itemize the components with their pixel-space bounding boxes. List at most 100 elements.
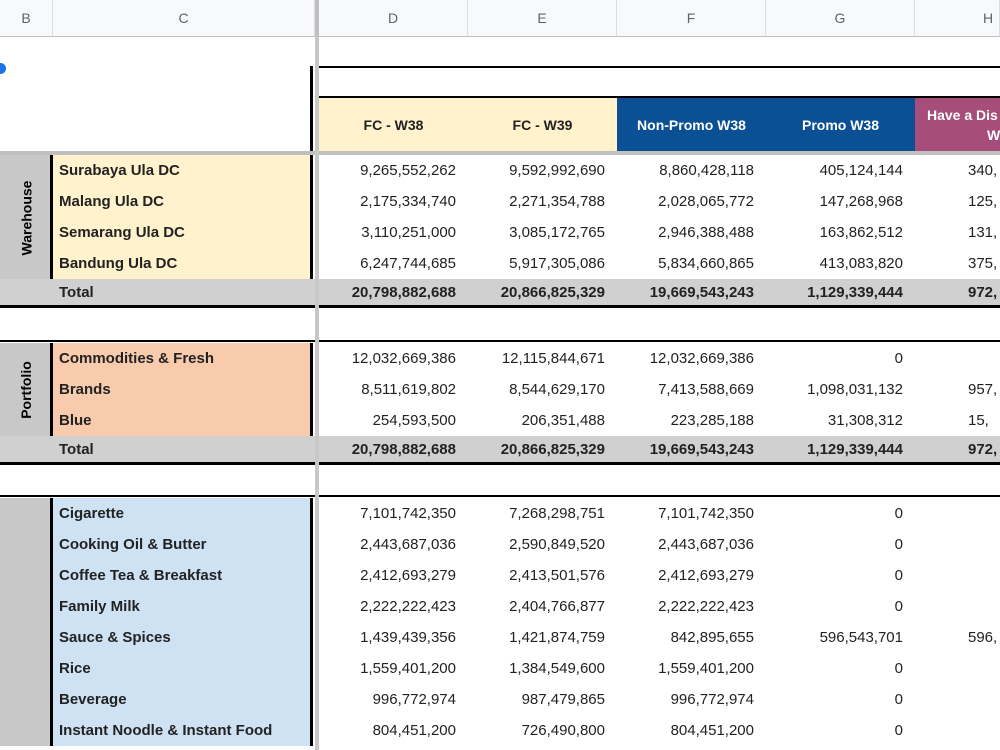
categories-cell-h[interactable] xyxy=(915,498,1000,529)
portfolio-total-e[interactable]: 20,866,825,329 xyxy=(500,441,605,458)
categories-cell-e[interactable]: 7,268,298,751 xyxy=(509,505,605,522)
categories-cell-f[interactable]: 7,101,742,350 xyxy=(658,505,754,522)
categories-cell-g[interactable]: 596,543,701 xyxy=(819,629,903,646)
warehouse-total-e[interactable]: 20,866,825,329 xyxy=(500,284,605,301)
categories-cell-g[interactable]: 0 xyxy=(894,691,903,708)
categories-row-label[interactable]: Rice xyxy=(59,660,91,677)
categories-cell-g[interactable]: 0 xyxy=(894,598,903,615)
column-header-e[interactable]: E xyxy=(468,0,617,37)
portfolio-cell-g[interactable]: 1,098,031,132 xyxy=(807,381,903,398)
categories-cell-g[interactable]: 0 xyxy=(894,722,903,739)
categories-cell-h[interactable] xyxy=(915,653,1000,684)
portfolio-cell-d[interactable]: 254,593,500 xyxy=(372,412,456,429)
column-header-d[interactable]: D xyxy=(319,0,468,37)
categories-cell-e[interactable]: 1,384,549,600 xyxy=(509,660,605,677)
categories-cell-d[interactable]: 7,101,742,350 xyxy=(360,505,456,522)
portfolio-row-label[interactable]: Brands xyxy=(59,381,111,398)
categories-cell-f[interactable]: 842,895,655 xyxy=(670,629,754,646)
categories-cell-h[interactable] xyxy=(915,684,1000,715)
header-non-promo-w38[interactable]: Non-Promo W38 xyxy=(617,98,766,151)
portfolio-cell-f[interactable]: 223,285,188 xyxy=(670,412,754,429)
header-promo-w38[interactable]: Promo W38 xyxy=(766,98,915,151)
portfolio-total-label[interactable]: Total xyxy=(59,441,94,458)
warehouse-cell-h[interactable]: 375, xyxy=(968,255,998,272)
warehouse-total-g[interactable]: 1,129,339,444 xyxy=(807,284,903,301)
portfolio-cell-e[interactable]: 8,544,629,170 xyxy=(509,381,605,398)
portfolio-row-label[interactable]: Blue xyxy=(59,412,92,429)
categories-cell-d[interactable]: 2,412,693,279 xyxy=(360,567,456,584)
categories-cell-g[interactable]: 0 xyxy=(894,505,903,522)
warehouse-cell-d[interactable]: 2,175,334,740 xyxy=(360,193,456,210)
warehouse-cell-d[interactable]: 3,110,251,000 xyxy=(361,224,456,241)
portfolio-row-label[interactable]: Commodities & Fresh xyxy=(59,350,215,367)
warehouse-cell-h[interactable]: 125, xyxy=(968,193,998,210)
categories-row-label[interactable]: Cigarette xyxy=(59,505,125,522)
categories-row-label[interactable]: Coffee Tea & Breakfast xyxy=(59,567,223,584)
header-fc-w39[interactable]: FC - W39 xyxy=(468,98,617,151)
warehouse-cell-d[interactable]: 9,265,552,262 xyxy=(360,162,456,179)
warehouse-cell-g[interactable]: 413,083,820 xyxy=(819,255,903,272)
categories-cell-g[interactable]: 0 xyxy=(894,536,903,553)
categories-cell-e[interactable]: 2,413,501,576 xyxy=(509,567,605,584)
warehouse-cell-f[interactable]: 5,834,660,865 xyxy=(658,255,754,272)
categories-cell-e[interactable]: 1,421,874,759 xyxy=(509,629,605,646)
portfolio-cell-f[interactable]: 12,032,669,386 xyxy=(649,350,754,367)
warehouse-cell-g[interactable]: 163,862,512 xyxy=(819,224,903,241)
categories-cell-h[interactable] xyxy=(915,529,1000,560)
categories-cell-f[interactable]: 804,451,200 xyxy=(670,722,754,739)
warehouse-cell-e[interactable]: 5,917,305,086 xyxy=(509,255,605,272)
portfolio-cell-e[interactable]: 206,351,488 xyxy=(521,412,605,429)
portfolio-cell-d[interactable]: 8,511,619,802 xyxy=(361,381,456,398)
categories-cell-h[interactable] xyxy=(915,715,1000,746)
column-header-h[interactable]: H xyxy=(915,0,1000,37)
categories-cell-d[interactable]: 2,443,687,036 xyxy=(360,536,456,553)
warehouse-cell-f[interactable]: 8,860,428,118 xyxy=(659,162,754,179)
warehouse-total-h[interactable]: 972, xyxy=(968,284,998,301)
warehouse-cell-e[interactable]: 2,271,354,788 xyxy=(509,193,605,210)
categories-cell-e[interactable]: 726,490,800 xyxy=(521,722,605,739)
warehouse-cell-g[interactable]: 147,268,968 xyxy=(819,193,903,210)
warehouse-cell-h[interactable]: 340, xyxy=(968,162,998,179)
portfolio-cell-h[interactable] xyxy=(915,343,1000,374)
categories-cell-e[interactable]: 2,404,766,877 xyxy=(509,598,605,615)
portfolio-cell-h[interactable]: 957, xyxy=(968,381,998,398)
warehouse-cell-f[interactable]: 2,028,065,772 xyxy=(658,193,754,210)
categories-cell-f[interactable]: 2,222,222,423 xyxy=(658,598,754,615)
categories-row-label[interactable]: Cooking Oil & Butter xyxy=(59,536,207,553)
selection-handle-dot[interactable] xyxy=(0,63,6,74)
warehouse-cell-h[interactable]: 131, xyxy=(968,224,998,241)
warehouse-cell-d[interactable]: 6,247,744,685 xyxy=(360,255,456,272)
column-header-c[interactable]: C xyxy=(53,0,315,37)
warehouse-cell-f[interactable]: 2,946,388,488 xyxy=(658,224,754,241)
categories-cell-h[interactable] xyxy=(915,591,1000,622)
warehouse-total-label[interactable]: Total xyxy=(59,284,94,301)
warehouse-row-label[interactable]: Bandung Ula DC xyxy=(59,255,178,272)
categories-cell-h[interactable]: 596, xyxy=(968,629,998,646)
categories-row-label[interactable]: Instant Noodle & Instant Food xyxy=(59,722,273,739)
portfolio-cell-f[interactable]: 7,413,588,669 xyxy=(658,381,754,398)
categories-cell-g[interactable]: 0 xyxy=(894,660,903,677)
categories-cell-f[interactable]: 1,559,401,200 xyxy=(658,660,754,677)
warehouse-cell-g[interactable]: 405,124,144 xyxy=(819,162,903,179)
categories-cell-f[interactable]: 2,443,687,036 xyxy=(658,536,754,553)
warehouse-total-d[interactable]: 20,798,882,688 xyxy=(351,284,456,301)
categories-cell-d[interactable]: 804,451,200 xyxy=(372,722,456,739)
categories-cell-d[interactable]: 2,222,222,423 xyxy=(360,598,456,615)
header-fc-w38[interactable]: FC - W38 xyxy=(319,98,468,151)
portfolio-total-g[interactable]: 1,129,339,444 xyxy=(807,441,903,458)
categories-cell-e[interactable]: 2,590,849,520 xyxy=(509,536,605,553)
portfolio-cell-g[interactable]: 0 xyxy=(894,350,903,367)
warehouse-cell-e[interactable]: 3,085,172,765 xyxy=(509,224,605,241)
categories-cell-d[interactable]: 996,772,974 xyxy=(372,691,456,708)
categories-cell-e[interactable]: 987,479,865 xyxy=(521,691,605,708)
categories-cell-h[interactable] xyxy=(915,560,1000,591)
header-have-a-discount[interactable]: Have a Dis W3 xyxy=(915,98,1000,151)
column-header-b[interactable]: B xyxy=(0,0,53,37)
categories-cell-d[interactable]: 1,439,439,356 xyxy=(360,629,456,646)
frozen-divider-header[interactable] xyxy=(315,0,319,37)
portfolio-cell-d[interactable]: 12,032,669,386 xyxy=(351,350,456,367)
categories-row-label[interactable]: Beverage xyxy=(59,691,127,708)
categories-row-label[interactable]: Sauce & Spices xyxy=(59,629,171,646)
categories-cell-g[interactable]: 0 xyxy=(894,567,903,584)
portfolio-cell-e[interactable]: 12,115,844,671 xyxy=(501,350,605,367)
